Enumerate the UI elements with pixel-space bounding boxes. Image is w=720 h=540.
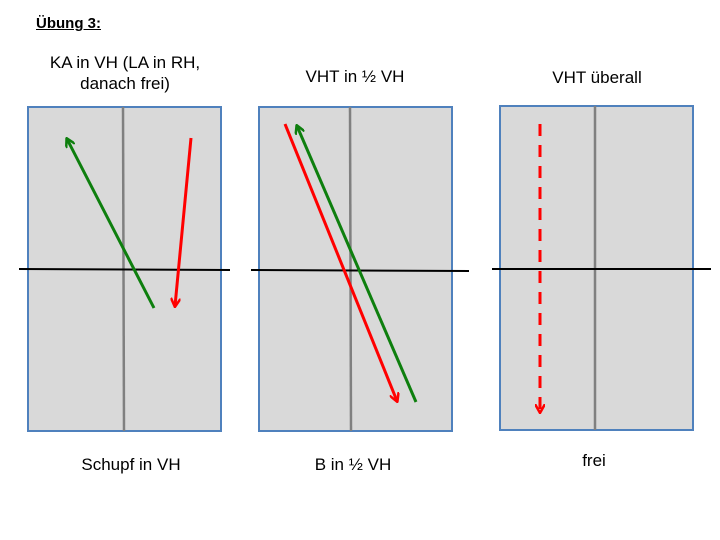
panel-3-table: [492, 105, 711, 431]
panel-2-red-arrow: [283, 123, 397, 401]
panel-2-title-line1: VHT in ½ VH: [305, 67, 405, 86]
panel-2-table-surface: [258, 106, 453, 432]
panel-1-red-arrow: [175, 137, 193, 306]
panel-1-green-arrow: [67, 139, 156, 309]
panel-2-green-arrow: [297, 126, 418, 403]
panel-2-caption: B in ½ VH: [314, 455, 392, 474]
panel-1-net-line: [18, 268, 231, 271]
panel-1-table: [18, 106, 231, 432]
panel-3-title-line1: VHT überall: [552, 68, 642, 87]
panel-1-title: KA in VH (LA in RH, danach frei): [15, 52, 235, 94]
panel-3-caption: frei: [582, 451, 606, 470]
panel-1-title-line1: KA in VH (LA in RH,: [49, 53, 201, 72]
panel-1-title-line2: danach frei): [80, 74, 170, 93]
panel-3-title: VHT überall: [487, 67, 707, 88]
panel-1-caption: Schupf in VH: [81, 455, 181, 474]
exercise-heading: Übung 3:: [36, 15, 101, 32]
panel-2-table: [250, 106, 470, 432]
panel-2-title: VHT in ½ VH: [245, 66, 465, 87]
panel-2-center-line: [348, 106, 353, 432]
